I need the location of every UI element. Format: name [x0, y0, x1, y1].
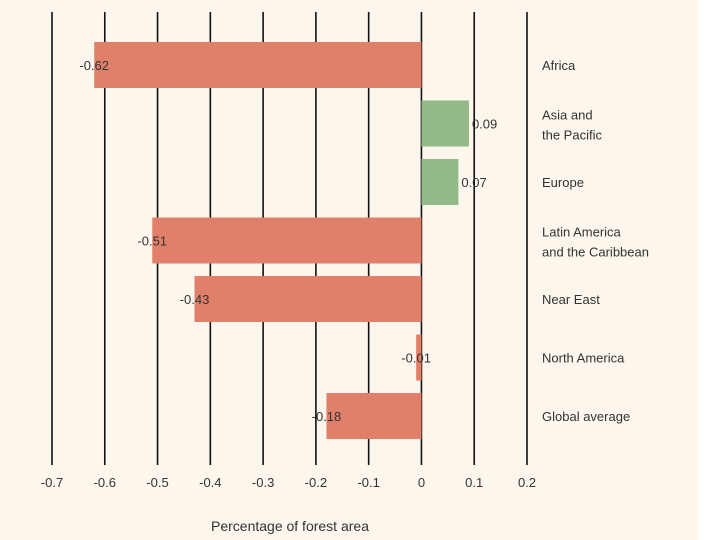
- category-label: Europe: [542, 175, 584, 190]
- category-labels: Africa Asia and the Pacific Europe Latin Ame…: [542, 58, 649, 424]
- x-tick-label: -0.6: [94, 475, 116, 490]
- category-label: Latin America: [542, 225, 622, 240]
- category-label: Near East: [542, 292, 600, 307]
- x-tick-labels: -0.7 -0.6 -0.5 -0.4 -0.3 -0.2 -0.1 0 0.1 0.2: [41, 475, 536, 490]
- bar-value-label: -0.43: [180, 292, 210, 307]
- bar: [416, 334, 422, 381]
- bar: [421, 159, 459, 205]
- bar: [152, 217, 422, 264]
- x-tick-label: -0.4: [199, 475, 221, 490]
- x-tick-label: 0.2: [518, 475, 536, 490]
- forest-area-change-chart: -0.620.090.07-0.51-0.43-0.01-0.18 -0.7 -0…: [41, 12, 649, 534]
- x-tick-label: -0.2: [305, 475, 327, 490]
- x-tick-label: -0.7: [41, 475, 63, 490]
- bar-value-label: -0.01: [401, 351, 431, 366]
- bar-value-label: -0.51: [137, 234, 167, 249]
- bar: [94, 42, 422, 88]
- bars: [94, 42, 469, 439]
- x-tick-label: -0.3: [252, 475, 274, 490]
- bar: [326, 393, 422, 439]
- bar-value-label: 0.09: [472, 117, 497, 132]
- bar-value-label: -0.18: [312, 409, 342, 424]
- bar-value-label: 0.07: [461, 175, 486, 190]
- category-label: Global average: [542, 409, 630, 424]
- bar-value-label: -0.62: [79, 58, 109, 73]
- x-tick-label: 0.1: [465, 475, 483, 490]
- bar: [194, 276, 422, 322]
- bar: [421, 100, 469, 147]
- category-label: Asia and: [542, 108, 593, 123]
- bar-value-labels: -0.62 0.09 0.07 -0.51 -0.43 -0.01 -0.18: [79, 58, 497, 424]
- x-tick-label: -0.1: [357, 475, 379, 490]
- category-label: and the Caribbean: [542, 245, 649, 260]
- category-label: North America: [542, 351, 625, 366]
- category-label: Africa: [542, 58, 576, 73]
- x-tick-label: -0.5: [146, 475, 168, 490]
- x-tick-label: 0: [418, 475, 425, 490]
- category-label: the Pacific: [542, 128, 602, 143]
- x-axis-title: Percentage of forest area: [211, 518, 369, 534]
- chart-panel: -0.62 0.09 0.07 -0.51 -0.43 -0.01 -0.18 -0.7 -0…: [0, 0, 698, 540]
